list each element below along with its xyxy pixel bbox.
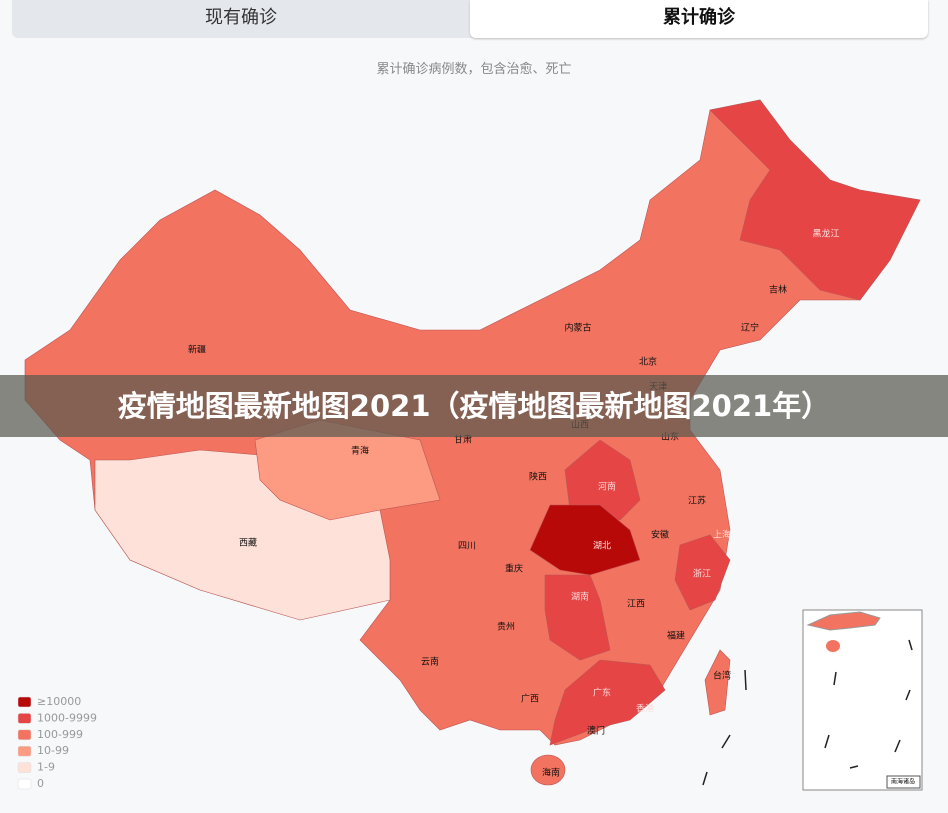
province-label: 安徽 xyxy=(651,529,669,541)
province-label: 湖南 xyxy=(571,591,589,603)
legend-swatch xyxy=(17,762,32,773)
legend-label: ≥10000 xyxy=(37,695,81,708)
province xyxy=(549,659,666,746)
legend-swatch xyxy=(17,778,32,790)
inset-label-box xyxy=(886,775,921,789)
legend-swatch xyxy=(17,729,32,741)
inset-dashes xyxy=(702,639,913,786)
province-label: 河南 xyxy=(598,481,616,493)
legend-swatch xyxy=(17,696,32,708)
subtitle: 累计确诊病例数，包含治愈、死亡 xyxy=(376,62,572,77)
province-label: 海南 xyxy=(542,767,560,779)
province-label: 福建 xyxy=(667,630,685,642)
tab-bar: 现有确诊 累计确诊 xyxy=(12,0,928,38)
province-label: 香港 xyxy=(636,703,654,715)
province-label: 内蒙古 xyxy=(564,322,591,334)
province-label: 辽宁 xyxy=(741,322,759,334)
province-label: 江苏 xyxy=(688,495,706,507)
province-label: 澳门 xyxy=(587,725,605,737)
province xyxy=(530,754,566,786)
legend-label: 0 xyxy=(37,777,44,790)
province-label: 重庆 xyxy=(505,563,523,575)
province-label: 广东 xyxy=(593,687,611,699)
province-label: 新疆 xyxy=(188,344,206,356)
province-label: 上海 xyxy=(713,529,731,541)
province-label: 台湾 xyxy=(713,670,731,682)
legend-swatch xyxy=(17,713,32,724)
province-label: 湖北 xyxy=(593,541,611,552)
province-label: 江西 xyxy=(627,599,645,610)
legend-label: 1-9 xyxy=(37,761,55,774)
province-label: 四川 xyxy=(458,542,476,552)
province-label: 西藏 xyxy=(239,537,257,549)
province xyxy=(94,449,391,621)
tab[interactable]: 现有确诊 xyxy=(205,7,277,28)
province xyxy=(709,99,921,301)
province-label: 浙江 xyxy=(693,568,711,580)
inset-island xyxy=(826,640,840,652)
legend-label: 1000-9999 xyxy=(37,711,97,724)
province xyxy=(704,649,731,716)
province-label: 陕西 xyxy=(529,471,547,483)
province-label: 北京 xyxy=(639,356,657,368)
legend-label: 10-99 xyxy=(37,744,69,757)
legend-label: 100-999 xyxy=(37,728,83,741)
province-label: 吉林 xyxy=(769,284,787,296)
province-label: 青海 xyxy=(351,445,369,457)
inset-frame xyxy=(802,609,923,791)
province-label: 广西 xyxy=(521,693,539,705)
province-label: 贵州 xyxy=(497,621,515,633)
inset-coast xyxy=(806,611,881,631)
province xyxy=(674,534,731,611)
province xyxy=(544,574,611,661)
province xyxy=(529,504,641,576)
legend-swatch xyxy=(17,745,32,757)
province-label: 云南 xyxy=(421,656,439,668)
tab[interactable]: 累计确诊 xyxy=(470,0,928,38)
banner-title: 疫情地图最新地图2021（疫情地图最新地图2021年） xyxy=(0,375,948,437)
province-label: 黑龙江 xyxy=(812,228,839,240)
inset-label: 南海诸岛 xyxy=(891,778,915,786)
